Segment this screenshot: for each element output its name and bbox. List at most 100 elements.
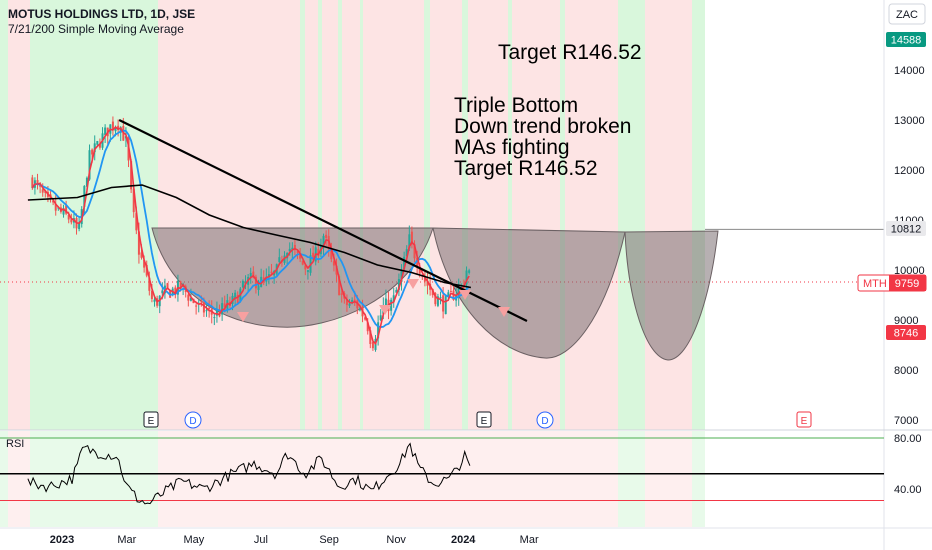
candle-body <box>397 279 400 290</box>
candle-body <box>439 297 442 299</box>
candle-body <box>174 287 177 295</box>
candle-body <box>338 276 341 296</box>
rsi-band <box>645 431 692 527</box>
candle-body <box>96 141 99 145</box>
candle-body <box>332 261 335 266</box>
candle-body <box>418 268 421 274</box>
candle-body <box>444 296 447 315</box>
breakout-price-label: 10812 <box>886 221 926 236</box>
earnings-marker-label: E <box>148 416 155 427</box>
target-price-label: 14588 <box>886 32 926 47</box>
candle-body <box>249 273 252 277</box>
indicator-title: 7/21/200 Simple Moving Average <box>8 22 184 36</box>
target-price-text: 14588 <box>891 35 922 47</box>
candle-body <box>137 231 140 255</box>
candle-body <box>114 127 117 132</box>
candle-body <box>252 271 255 278</box>
symbol-title: MOTUS HOLDINGS LTD, 1D, JSE <box>8 7 195 21</box>
rsi-pane <box>0 431 884 527</box>
currency-label: ZAC <box>896 9 918 21</box>
candle-body <box>93 143 96 153</box>
candle-body <box>468 270 471 273</box>
candle-body <box>416 257 419 268</box>
candle-body <box>262 277 265 280</box>
symbol-tag: MTH <box>863 278 887 290</box>
candle-body <box>288 248 291 252</box>
rsi-band <box>692 431 705 527</box>
candle-body <box>270 271 273 274</box>
trend-band <box>692 0 705 430</box>
candle-body <box>299 252 302 259</box>
candle-body <box>267 274 270 278</box>
candle-body <box>161 290 164 294</box>
candle-body <box>200 301 203 303</box>
candle-body <box>254 276 257 289</box>
candle-body <box>65 205 68 214</box>
candle-body <box>301 260 304 265</box>
time-tick-label: 2023 <box>50 534 74 546</box>
candle-body <box>436 296 439 306</box>
candle-body <box>202 302 205 313</box>
candle-body <box>104 127 107 135</box>
candle-body <box>312 252 315 260</box>
trendline[interactable] <box>118 119 528 322</box>
price-tick-label: 7000 <box>894 415 918 427</box>
candle-body <box>83 186 86 207</box>
candle-body <box>447 292 450 297</box>
time-tick-label: 2024 <box>451 534 476 546</box>
candle-body <box>403 256 406 270</box>
trend-band <box>645 0 692 430</box>
candle-body <box>85 177 88 187</box>
sell-signal-marker <box>407 279 419 289</box>
candle-body <box>111 121 114 130</box>
trend-band-short <box>462 0 468 430</box>
candle-body <box>392 295 395 302</box>
candle-body <box>291 247 294 250</box>
candle-body <box>322 235 325 248</box>
dividend-marker[interactable]: D <box>184 411 202 429</box>
annotation-target: Target R146.52 <box>498 41 642 64</box>
upcoming-earnings-marker[interactable]: E <box>796 411 812 428</box>
time-tick-label: Nov <box>386 534 406 546</box>
candle-body <box>215 310 218 316</box>
currency-button[interactable]: ZAC <box>888 3 926 25</box>
trend-band-short <box>318 0 322 430</box>
rsi-upper-tick: 80.00 <box>894 433 922 445</box>
stop-price-text: 8746 <box>894 328 918 340</box>
price-tick-label: 10000 <box>894 265 925 277</box>
candle-body <box>41 189 44 193</box>
candle-body <box>296 251 299 253</box>
cup-shape-right <box>624 230 719 361</box>
candle-body <box>205 310 208 312</box>
candle-body <box>400 270 403 282</box>
trend-band-short <box>338 0 342 430</box>
candle-body <box>187 294 190 301</box>
annotation-line-4: Target R146.52 <box>454 157 598 180</box>
trend-band-short <box>360 0 363 430</box>
candle-body <box>384 298 387 307</box>
candle-body <box>135 213 138 231</box>
candle-body <box>358 308 361 311</box>
earnings-marker[interactable]: E <box>143 411 159 428</box>
candle-body <box>119 127 122 133</box>
time-tick-label: May <box>184 534 205 546</box>
candle-body <box>364 317 367 320</box>
price-tick-label: 13000 <box>894 115 925 127</box>
candle-body <box>356 300 359 309</box>
candle-body <box>449 291 452 293</box>
stop-price-label: 8746 <box>886 325 926 340</box>
candle-body <box>70 219 73 223</box>
sma-7-line <box>31 126 470 346</box>
moving-averages <box>27 126 472 346</box>
earnings-marker[interactable]: E <box>476 411 492 428</box>
candle-body <box>236 294 239 304</box>
sell-signal-marker <box>379 305 391 315</box>
time-tick-label: Mar <box>117 534 136 546</box>
candle-body <box>88 150 91 180</box>
candle-body <box>78 223 81 229</box>
dividend-marker[interactable]: D <box>536 411 554 429</box>
price-tick-label: 8000 <box>894 365 918 377</box>
candle-body <box>395 289 398 293</box>
candle-body <box>442 295 445 312</box>
